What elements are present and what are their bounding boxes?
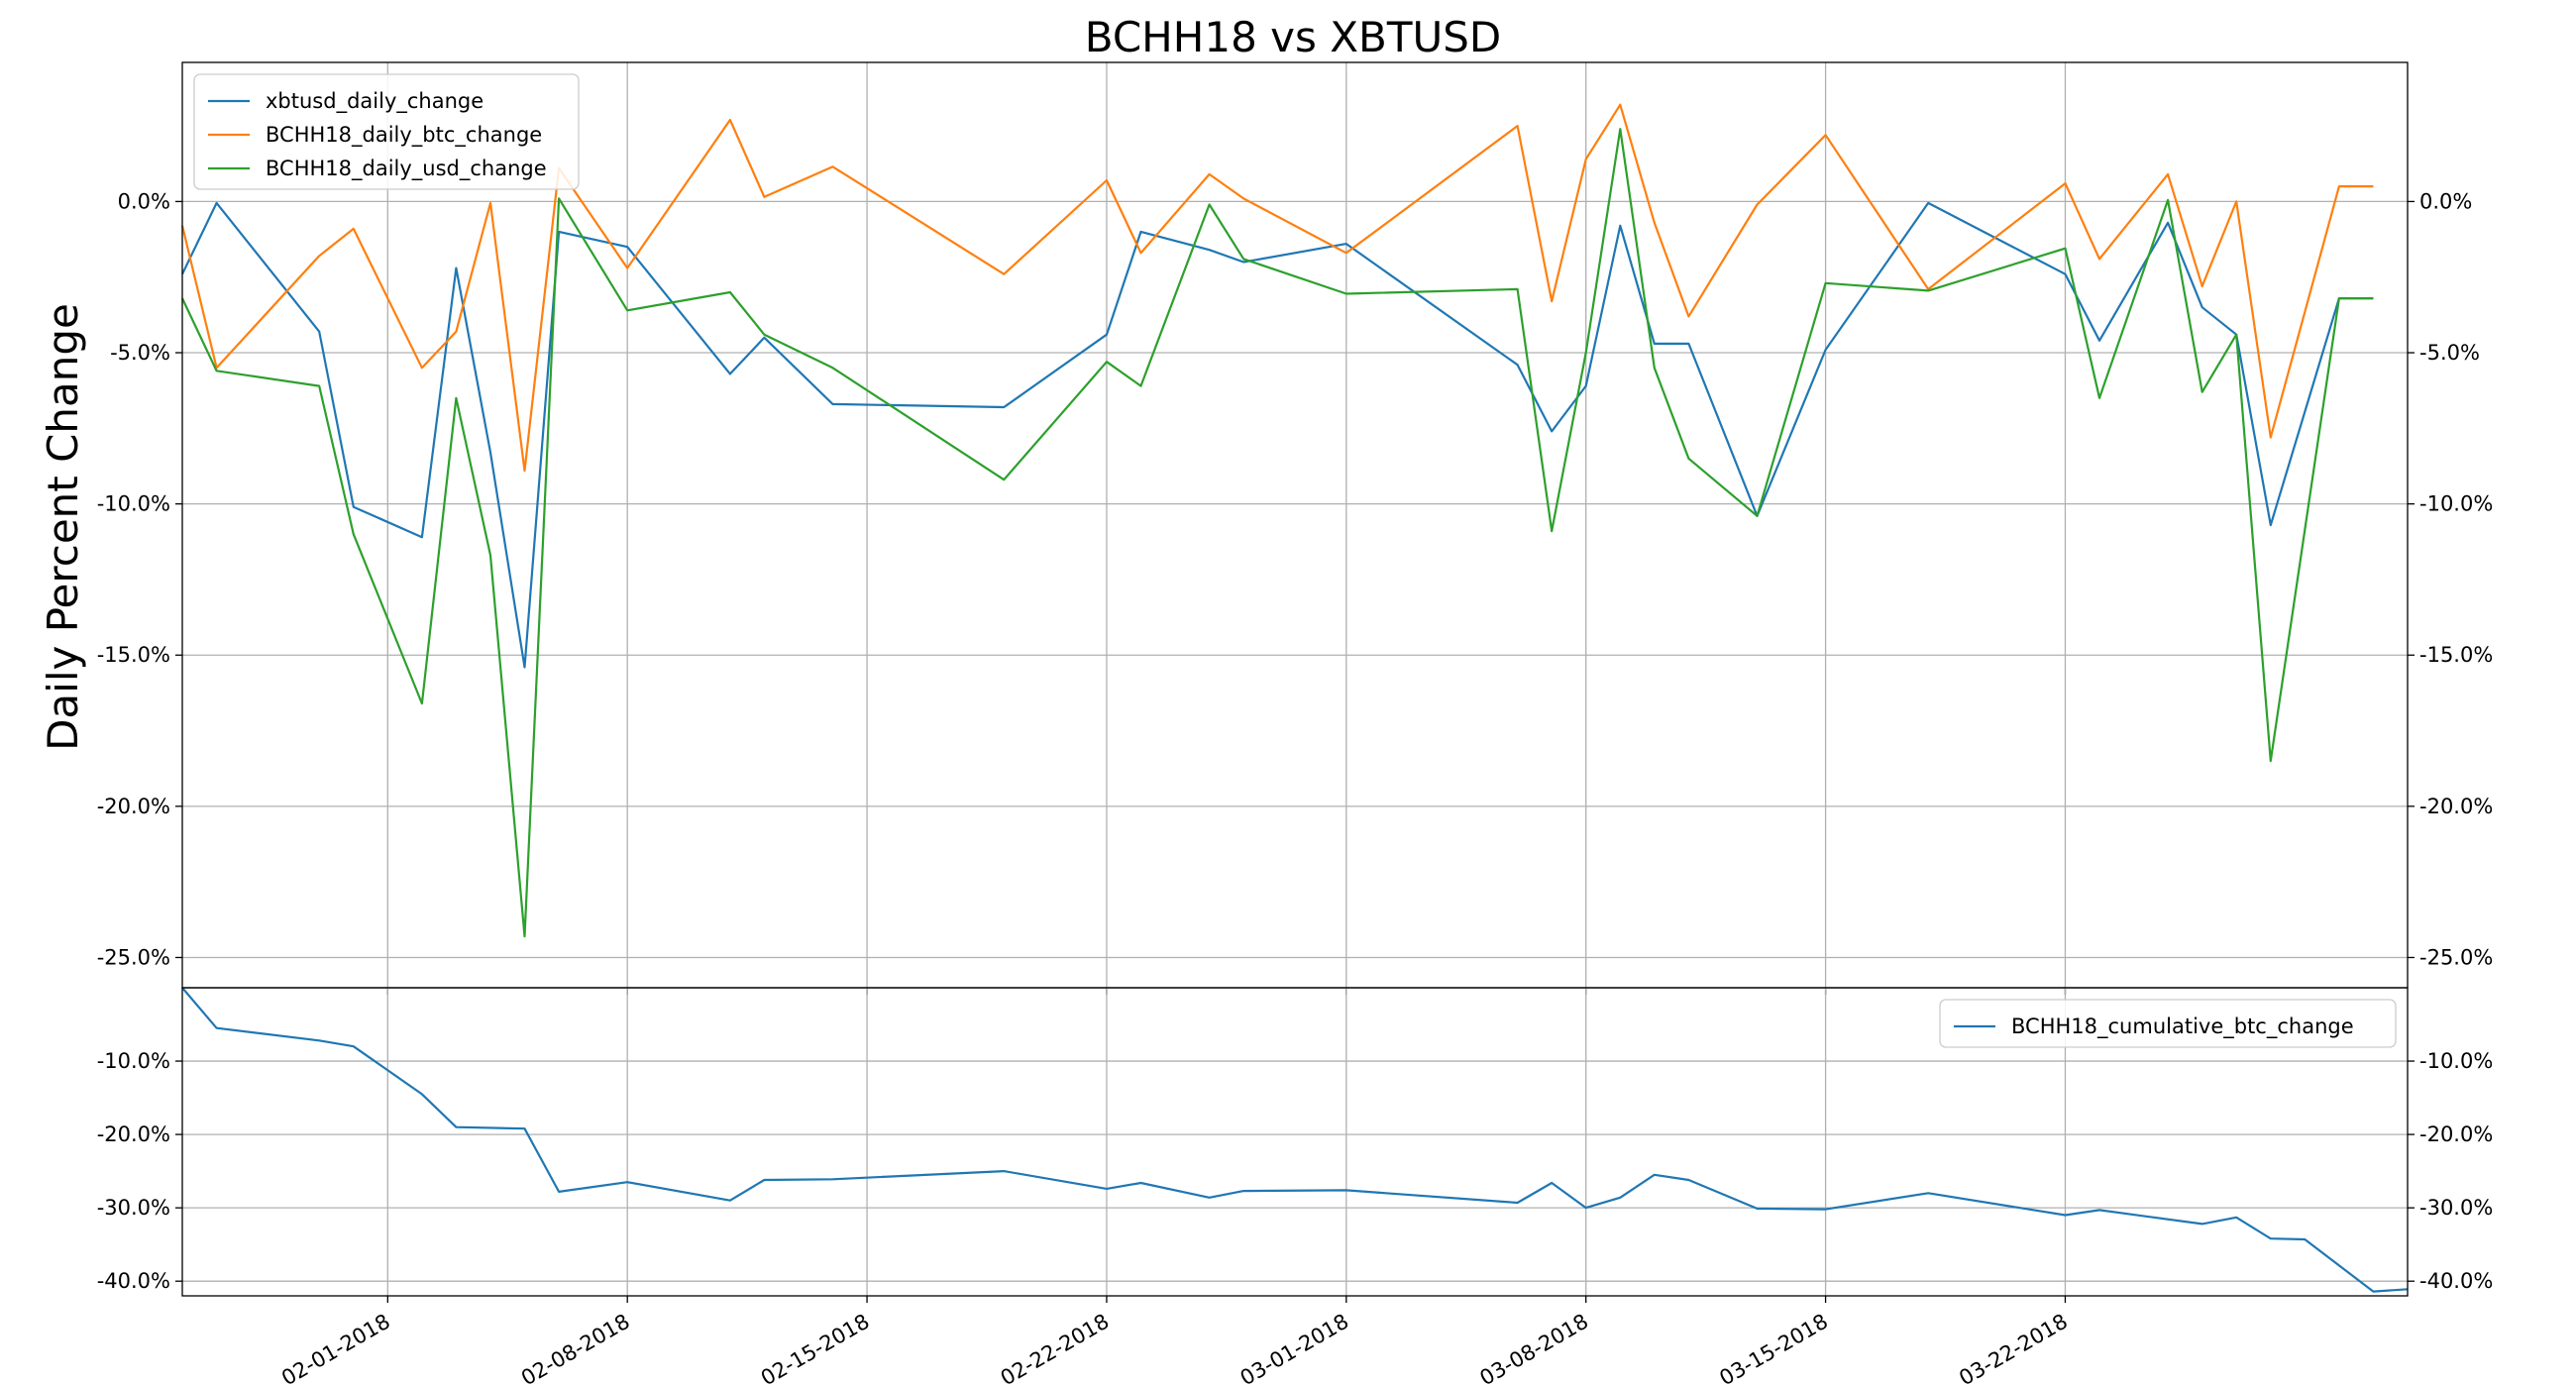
y-tick-label: -20.0% [97,795,170,818]
x-tick-label: 03-08-2018 [1476,1310,1593,1387]
panel-2: -10.0% -10.0% -20.0% -20.0% -30.0% -30.0% -40.… [97,987,2493,1387]
y-tick-label: -10.0% [97,1049,170,1073]
y-tick-label: -20.0% [97,1122,170,1146]
legend: BCHH18_cumulative_btc_change [1939,999,2397,1048]
series-line-BCHH18_cumulative_btc_change [181,987,2409,1293]
y-tick-label: -25.0% [97,945,170,969]
x-tick-label: 02-08-2018 [517,1310,634,1387]
legend-box [1939,999,2397,1048]
y-tick-label-right: -5.0% [2419,341,2480,365]
y-tick-label: -5.0% [110,341,170,365]
legend-entry: BCHH18_cumulative_btc_change [2011,1014,2354,1039]
chart-title: BCHH18 vs XBTUSD [1085,13,1501,61]
legend-entry: BCHH18_daily_btc_change [266,123,542,148]
x-tick-label: 02-22-2018 [997,1310,1114,1387]
y-tick-label-right: 0.0% [2419,189,2472,213]
y-tick-label-right: -10.0% [2419,492,2493,516]
y-tick-label-right: -25.0% [2419,945,2493,969]
y-axis-label: Daily Percent Change [39,303,87,751]
y-tick-label-right: -40.0% [2419,1269,2493,1293]
y-tick-label: 0.0% [118,189,170,213]
y-tick-label-right: -15.0% [2419,643,2493,667]
y-tick-label-right: -20.0% [2419,795,2493,818]
legend-entry: xbtusd_daily_change [266,89,483,114]
x-tick-label: 03-22-2018 [1955,1310,2072,1387]
x-tick-label: 02-15-2018 [757,1310,874,1387]
legend: xbtusd_daily_change BCHH18_daily_btc_chan… [193,73,580,190]
series-line-xbtusd_daily_change [181,201,2374,669]
y-tick-label-right: -30.0% [2419,1196,2493,1220]
y-tick-label: -30.0% [97,1196,170,1220]
y-tick-label: -10.0% [97,492,170,516]
y-tick-label-right: -20.0% [2419,1122,2493,1146]
y-tick-label: -40.0% [97,1269,170,1293]
y-tick-label: -15.0% [97,643,170,667]
x-tick-label: 03-01-2018 [1236,1310,1353,1387]
series-line-BCHH18_daily_usd_change [181,128,2374,938]
panel-1: 0.0% 0.0% -5.0% -5.0% -10.0% -10.0% -15.0% -15.… [97,61,2493,995]
x-tick-label: 03-15-2018 [1715,1310,1832,1387]
legend-box [193,73,580,190]
series-line-BCHH18_daily_btc_change [180,103,2374,473]
plot-frame [181,987,2409,1297]
chart-panels: 0.0% 0.0% -5.0% -5.0% -10.0% -10.0% -15.0% -15.… [97,61,2493,1387]
y-tick-label-right: -10.0% [2419,1049,2493,1073]
x-tick-label: 02-01-2018 [277,1310,394,1387]
legend-entry: BCHH18_daily_usd_change [266,157,547,181]
